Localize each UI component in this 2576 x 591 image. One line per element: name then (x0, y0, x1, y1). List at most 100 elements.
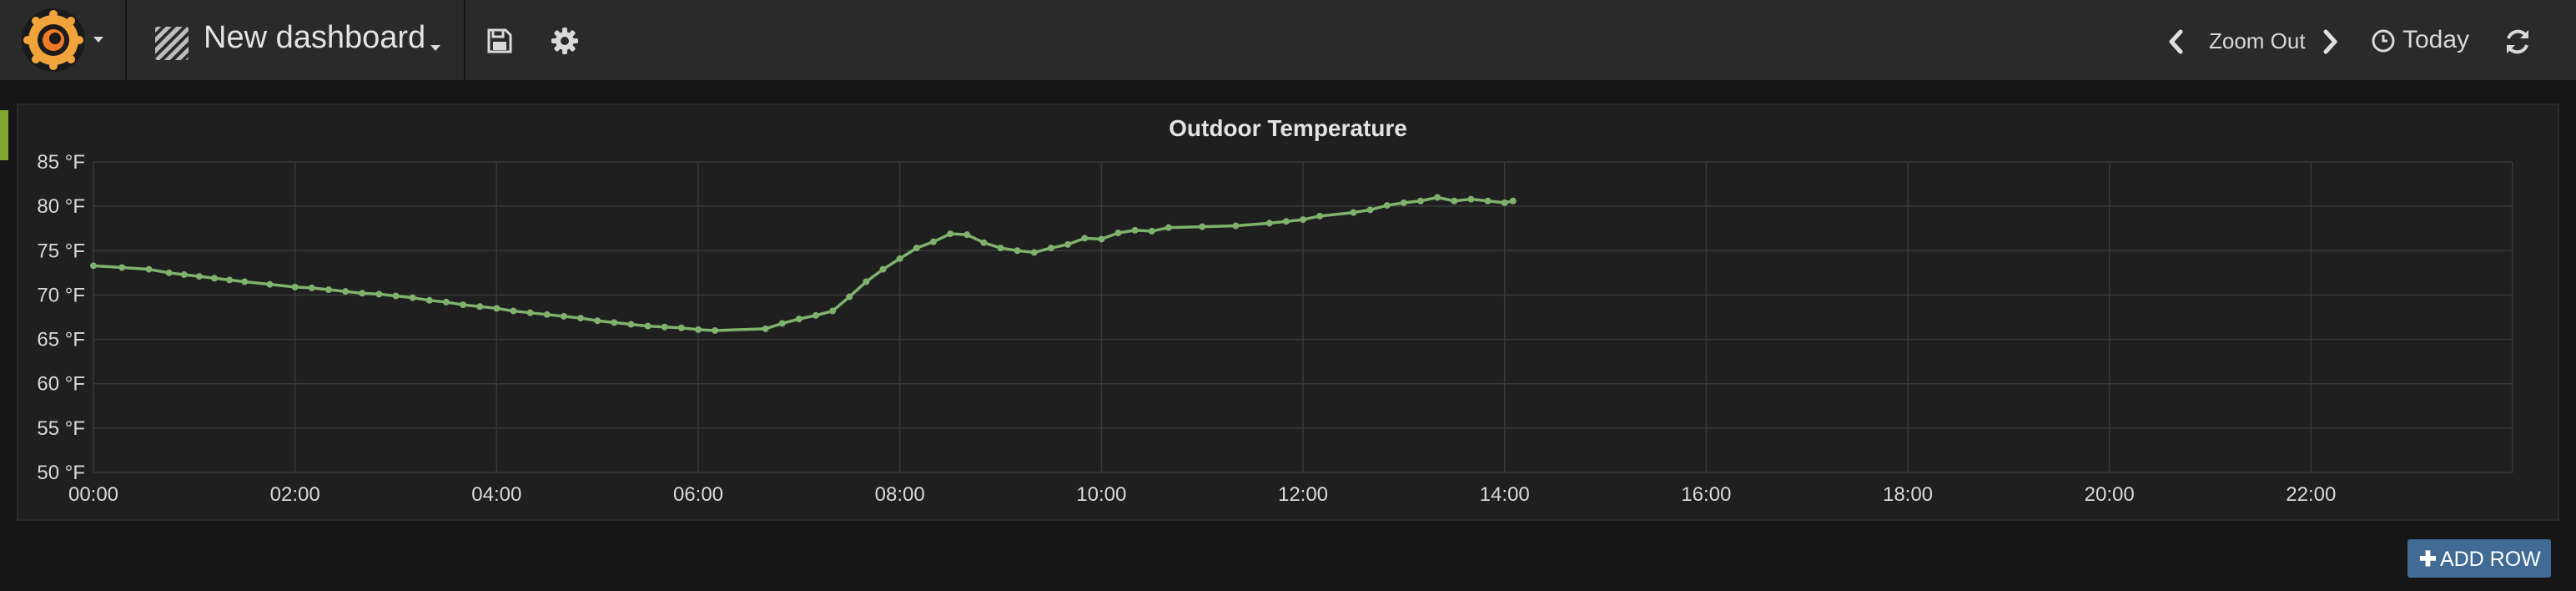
data-point[interactable] (846, 293, 853, 301)
data-point[interactable] (1030, 249, 1038, 256)
data-point[interactable] (493, 305, 501, 312)
data-point[interactable] (425, 296, 433, 304)
x-tick-label: 20:00 (2085, 483, 2135, 506)
data-point[interactable] (1434, 194, 1441, 201)
panel-title[interactable]: Outdoor Temperature (1169, 115, 1407, 141)
data-point[interactable] (594, 317, 601, 325)
data-point[interactable] (762, 325, 769, 332)
data-point[interactable] (627, 321, 635, 328)
data-point[interactable] (342, 288, 350, 296)
data-point[interactable] (1350, 209, 1357, 216)
data-point[interactable] (829, 307, 837, 315)
data-point[interactable] (963, 231, 971, 239)
clock-icon[interactable] (2371, 28, 2396, 53)
data-point[interactable] (409, 294, 416, 301)
dashboard-picker[interactable]: New dashboard (127, 0, 465, 82)
data-point[interactable] (1047, 245, 1054, 252)
data-point[interactable] (1484, 197, 1492, 205)
y-tick-label: 60 °F (37, 373, 85, 396)
data-point[interactable] (241, 278, 249, 285)
grafana-logo-icon[interactable] (22, 8, 85, 72)
data-point[interactable] (611, 319, 618, 326)
data-point[interactable] (560, 312, 567, 320)
data-point[interactable] (392, 292, 400, 300)
data-point[interactable] (526, 309, 534, 316)
data-point[interactable] (211, 275, 218, 282)
data-point[interactable] (1509, 197, 1517, 205)
data-point[interactable] (543, 311, 551, 318)
data-point[interactable] (1199, 223, 1206, 230)
data-point[interactable] (947, 230, 954, 238)
data-point[interactable] (644, 322, 652, 330)
data-point[interactable] (510, 307, 517, 315)
data-point[interactable] (997, 245, 1004, 252)
data-point[interactable] (1098, 235, 1105, 243)
data-point[interactable] (359, 290, 366, 297)
data-point[interactable] (291, 283, 299, 290)
data-point[interactable] (442, 298, 450, 306)
data-point[interactable] (325, 286, 332, 294)
add-row-button[interactable]: ✚ ADD ROW (2407, 539, 2551, 578)
time-shift-forward-button[interactable] (2317, 25, 2342, 58)
data-point[interactable] (145, 265, 153, 273)
refresh-button[interactable] (2501, 25, 2534, 58)
data-point[interactable] (879, 265, 887, 273)
dashboard-title[interactable]: New dashboard (204, 20, 426, 55)
data-point[interactable] (1400, 199, 1407, 206)
x-tick-label: 12:00 (1278, 483, 1328, 506)
data-point[interactable] (795, 316, 802, 323)
data-point[interactable] (476, 303, 484, 311)
data-point[interactable] (375, 290, 383, 298)
data-point[interactable] (1232, 222, 1240, 230)
data-point[interactable] (1316, 212, 1324, 220)
data-point[interactable] (90, 262, 97, 270)
series-line[interactable] (93, 195, 1514, 332)
data-point[interactable] (1165, 224, 1172, 231)
save-button[interactable] (480, 22, 519, 60)
data-point[interactable] (980, 239, 988, 246)
x-tick-label: 18:00 (1883, 483, 1933, 506)
data-point[interactable] (1114, 230, 1122, 237)
zoom-out-button[interactable]: Zoom Out (2209, 28, 2306, 53)
data-point[interactable] (1282, 218, 1290, 225)
data-point[interactable] (195, 273, 203, 280)
data-point[interactable] (180, 270, 188, 278)
data-point[interactable] (226, 276, 234, 284)
data-point[interactable] (1451, 197, 1458, 205)
row-collapse-handle[interactable] (0, 110, 8, 160)
data-point[interactable] (266, 280, 274, 288)
data-point[interactable] (1265, 220, 1273, 227)
data-point[interactable] (165, 269, 173, 276)
data-point[interactable] (460, 301, 467, 309)
time-range-picker[interactable]: Today (2402, 26, 2470, 53)
time-shift-back-button[interactable] (2164, 25, 2189, 58)
data-point[interactable] (1366, 206, 1374, 214)
data-point[interactable] (1148, 227, 1155, 235)
data-point[interactable] (308, 284, 315, 291)
data-point[interactable] (1383, 202, 1391, 210)
data-point[interactable] (896, 255, 903, 262)
data-point[interactable] (1416, 197, 1424, 205)
data-point[interactable] (712, 326, 719, 334)
data-point[interactable] (913, 245, 920, 252)
graph-panel[interactable]: Outdoor Temperature 50 °F 55 °F 60 °F 65 °F… (17, 104, 2559, 521)
data-point[interactable] (778, 320, 786, 327)
data-point[interactable] (1131, 226, 1139, 234)
data-point[interactable] (1300, 216, 1306, 224)
data-point[interactable] (1467, 195, 1475, 203)
data-point[interactable] (863, 278, 870, 285)
x-tick-label: 02:00 (270, 483, 320, 506)
data-point[interactable] (1064, 240, 1072, 248)
data-point[interactable] (118, 264, 126, 271)
data-point[interactable] (677, 324, 685, 331)
settings-button[interactable] (546, 22, 584, 60)
data-point[interactable] (661, 323, 668, 331)
data-point[interactable] (1501, 199, 1508, 206)
data-point[interactable] (577, 315, 585, 322)
data-point[interactable] (929, 238, 937, 245)
data-point[interactable] (1081, 235, 1089, 242)
logo-menu-button[interactable] (0, 0, 127, 82)
data-point[interactable] (695, 326, 702, 333)
data-point[interactable] (1014, 247, 1021, 255)
data-point[interactable] (812, 311, 819, 319)
